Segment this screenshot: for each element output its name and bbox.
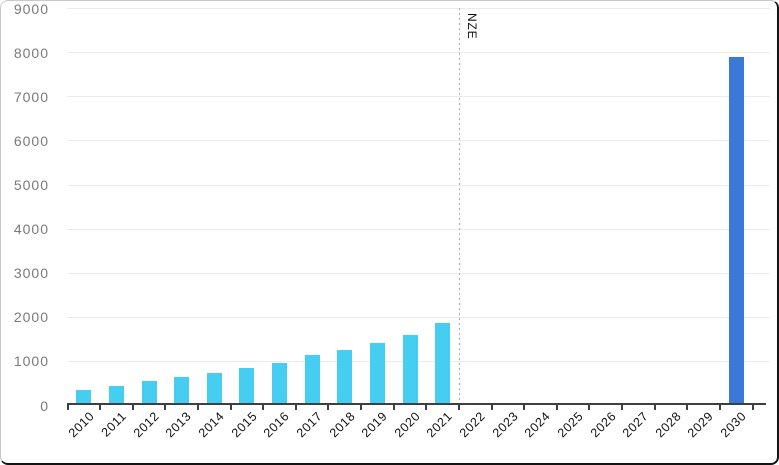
axis-tick bbox=[523, 405, 526, 410]
axis-tick bbox=[196, 405, 199, 410]
axis-tick bbox=[555, 405, 558, 410]
axis-tick bbox=[588, 405, 591, 410]
x-axis-label: 2022 bbox=[456, 409, 489, 441]
gridline bbox=[67, 272, 770, 274]
axis-tick bbox=[66, 405, 69, 410]
bar-2010 bbox=[76, 390, 92, 404]
bar-2019 bbox=[369, 342, 385, 404]
axis-tick bbox=[327, 405, 330, 410]
gridline bbox=[67, 184, 770, 186]
bar-2011 bbox=[108, 385, 124, 404]
axis-tick bbox=[457, 405, 460, 410]
bar-2021 bbox=[435, 323, 451, 404]
nze-divider-line bbox=[459, 7, 460, 403]
x-axis-label: 2023 bbox=[489, 409, 521, 441]
x-axis-line bbox=[67, 403, 766, 405]
axis-tick bbox=[229, 405, 232, 410]
bar-2017 bbox=[304, 355, 320, 404]
axis-tick bbox=[164, 405, 167, 410]
x-axis-label: 2025 bbox=[554, 409, 587, 441]
x-axis-label: 2011 bbox=[98, 409, 130, 440]
x-axis-label: 2020 bbox=[391, 409, 423, 441]
gridline bbox=[67, 228, 770, 230]
x-axis-label: 2016 bbox=[261, 409, 293, 441]
x-axis-label: 2030 bbox=[717, 409, 750, 441]
x-axis-label: 2029 bbox=[685, 409, 717, 441]
x-axis-label: 2026 bbox=[587, 409, 619, 441]
gridline bbox=[67, 52, 770, 54]
axis-tick bbox=[392, 405, 395, 410]
axis-tick bbox=[718, 405, 721, 410]
y-axis-label: 9000 bbox=[13, 0, 49, 17]
gridline bbox=[67, 360, 770, 362]
y-axis-label: 5000 bbox=[13, 177, 49, 193]
axis-tick bbox=[751, 405, 754, 410]
bar-2013 bbox=[174, 377, 190, 404]
gridline bbox=[67, 140, 770, 142]
y-axis-label: 1000 bbox=[13, 353, 49, 370]
axis-tick bbox=[686, 405, 689, 410]
y-axis-label: 0 bbox=[40, 397, 49, 414]
axis-tick bbox=[131, 405, 134, 410]
nze-annotation-label: NZE bbox=[465, 13, 479, 40]
x-axis-label: 2021 bbox=[424, 409, 456, 441]
x-axis-label: 2010 bbox=[65, 409, 97, 441]
bar-2015 bbox=[239, 367, 255, 404]
y-axis-label: 4000 bbox=[13, 221, 49, 238]
y-axis-label: 3000 bbox=[13, 265, 49, 282]
gridline bbox=[67, 96, 770, 98]
axis-tick bbox=[360, 405, 363, 410]
axis-tick bbox=[653, 405, 656, 410]
y-axis-label: 8000 bbox=[13, 44, 49, 61]
bar-2016 bbox=[272, 363, 288, 404]
gridline bbox=[67, 316, 770, 318]
axis-tick bbox=[621, 405, 624, 410]
axis-tick bbox=[262, 405, 265, 410]
x-axis-label: 2028 bbox=[652, 409, 684, 441]
axis-tick bbox=[425, 405, 428, 410]
x-axis-label: 2017 bbox=[293, 409, 326, 441]
bar-2030 bbox=[728, 57, 744, 404]
y-axis-label: 2000 bbox=[13, 309, 49, 326]
bar-2020 bbox=[402, 334, 418, 404]
x-axis-label: 2018 bbox=[326, 409, 358, 441]
axis-tick bbox=[490, 405, 493, 410]
x-axis-label: 2024 bbox=[522, 409, 554, 441]
x-axis-label: 2014 bbox=[195, 409, 228, 441]
y-axis-label: 7000 bbox=[13, 88, 49, 105]
x-axis-label: 2015 bbox=[228, 409, 260, 441]
y-axis-label: 6000 bbox=[13, 132, 49, 149]
x-axis-label: 2013 bbox=[163, 409, 195, 441]
axis-tick bbox=[99, 405, 102, 410]
x-axis-label: 2027 bbox=[619, 409, 652, 441]
bar-2018 bbox=[337, 350, 353, 404]
x-axis-label: 2019 bbox=[359, 409, 391, 441]
gridline bbox=[67, 8, 770, 10]
bar-2014 bbox=[206, 372, 222, 404]
axis-tick bbox=[294, 405, 297, 410]
x-axis-label: 2012 bbox=[130, 409, 162, 441]
bar-2012 bbox=[141, 381, 157, 404]
